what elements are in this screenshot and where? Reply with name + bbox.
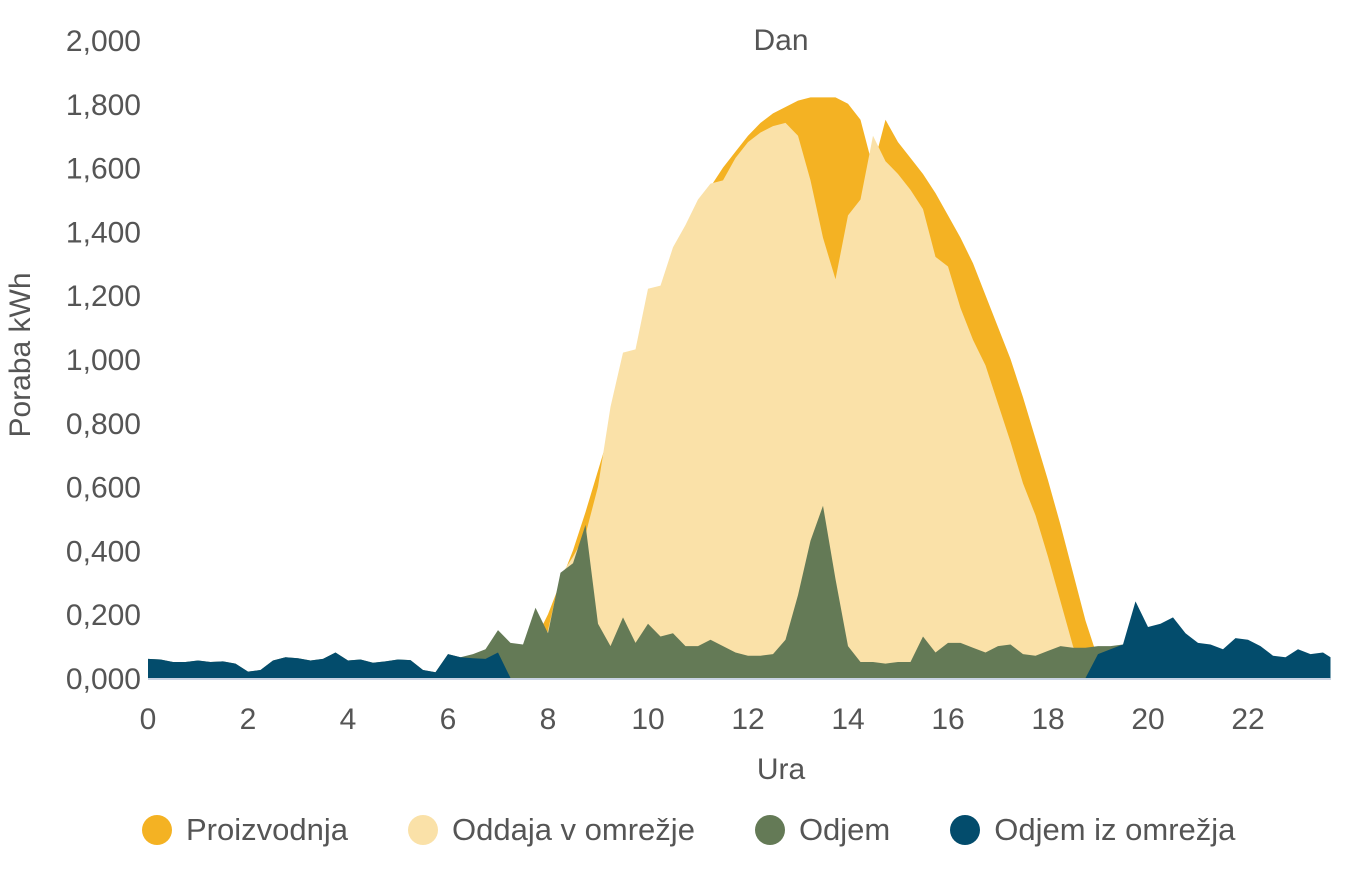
chart-title: Dan: [753, 24, 808, 57]
plot-areas: [148, 97, 1331, 678]
y-tick-label: 1,000: [66, 344, 141, 377]
y-tick-label: 0,400: [66, 535, 141, 568]
legend-label: Oddaja v omrežje: [451, 812, 695, 847]
legend-label: Odjem: [798, 812, 891, 847]
x-tick-label: 14: [831, 703, 864, 736]
y-tick-label: 1,800: [66, 89, 141, 122]
legend-dot-icon: [950, 815, 981, 845]
x-tick-label: 18: [1031, 703, 1064, 736]
y-tick-label: 1,600: [66, 153, 141, 186]
legend-label: Proizvodnja: [186, 812, 348, 847]
x-tick-label: 2: [240, 703, 257, 736]
y-tick-label: 1,200: [66, 280, 141, 313]
area-odjem-iz-omre-ja: [148, 601, 1331, 678]
y-tick-label: 0,800: [66, 408, 141, 441]
x-tick-label: 4: [340, 703, 357, 736]
legend-item-oddaja[interactable]: Oddaja v omrežje: [407, 812, 695, 848]
legend-label: Odjem iz omrežja: [994, 812, 1236, 847]
x-tick-label: 16: [931, 703, 964, 736]
y-axis-title: Poraba kWh: [4, 272, 37, 437]
legend-dot-icon: [407, 815, 438, 845]
area-oddaja-v-omre-je: [148, 122, 1323, 678]
y-tick-label: 0,200: [66, 599, 141, 632]
y-tick-label: 2,000: [66, 25, 141, 58]
legend-item-odjem[interactable]: Odjem: [754, 812, 891, 848]
x-axis-ticks: 0 2 4 6 8 10 12 14 16 18 20 22: [140, 703, 1265, 736]
x-tick-label: 8: [540, 703, 557, 736]
x-axis-title: Ura: [757, 753, 806, 786]
x-tick-label: 20: [1131, 703, 1164, 736]
legend: Proizvodnja Oddaja v omrežje Odjem Odjem…: [142, 812, 1295, 848]
x-tick-label: 10: [631, 703, 664, 736]
legend-item-proizvodnja[interactable]: Proizvodnja: [142, 812, 348, 848]
x-tick-label: 22: [1231, 703, 1264, 736]
legend-dot-icon: [142, 815, 172, 845]
legend-dot-icon: [754, 815, 785, 845]
x-tick-label: 6: [440, 703, 457, 736]
y-tick-label: 1,400: [66, 216, 141, 249]
legend-item-odjem-iz-omrezja[interactable]: Odjem iz omrežja: [950, 812, 1235, 848]
y-tick-label: 0,000: [66, 663, 141, 696]
y-tick-label: 0,600: [66, 472, 141, 505]
x-tick-label: 0: [140, 703, 157, 736]
x-tick-label: 12: [731, 703, 764, 736]
y-axis-ticks: 0,000 0,200 0,400 0,600 0,800 1,000 1,200 1,400…: [66, 25, 141, 696]
